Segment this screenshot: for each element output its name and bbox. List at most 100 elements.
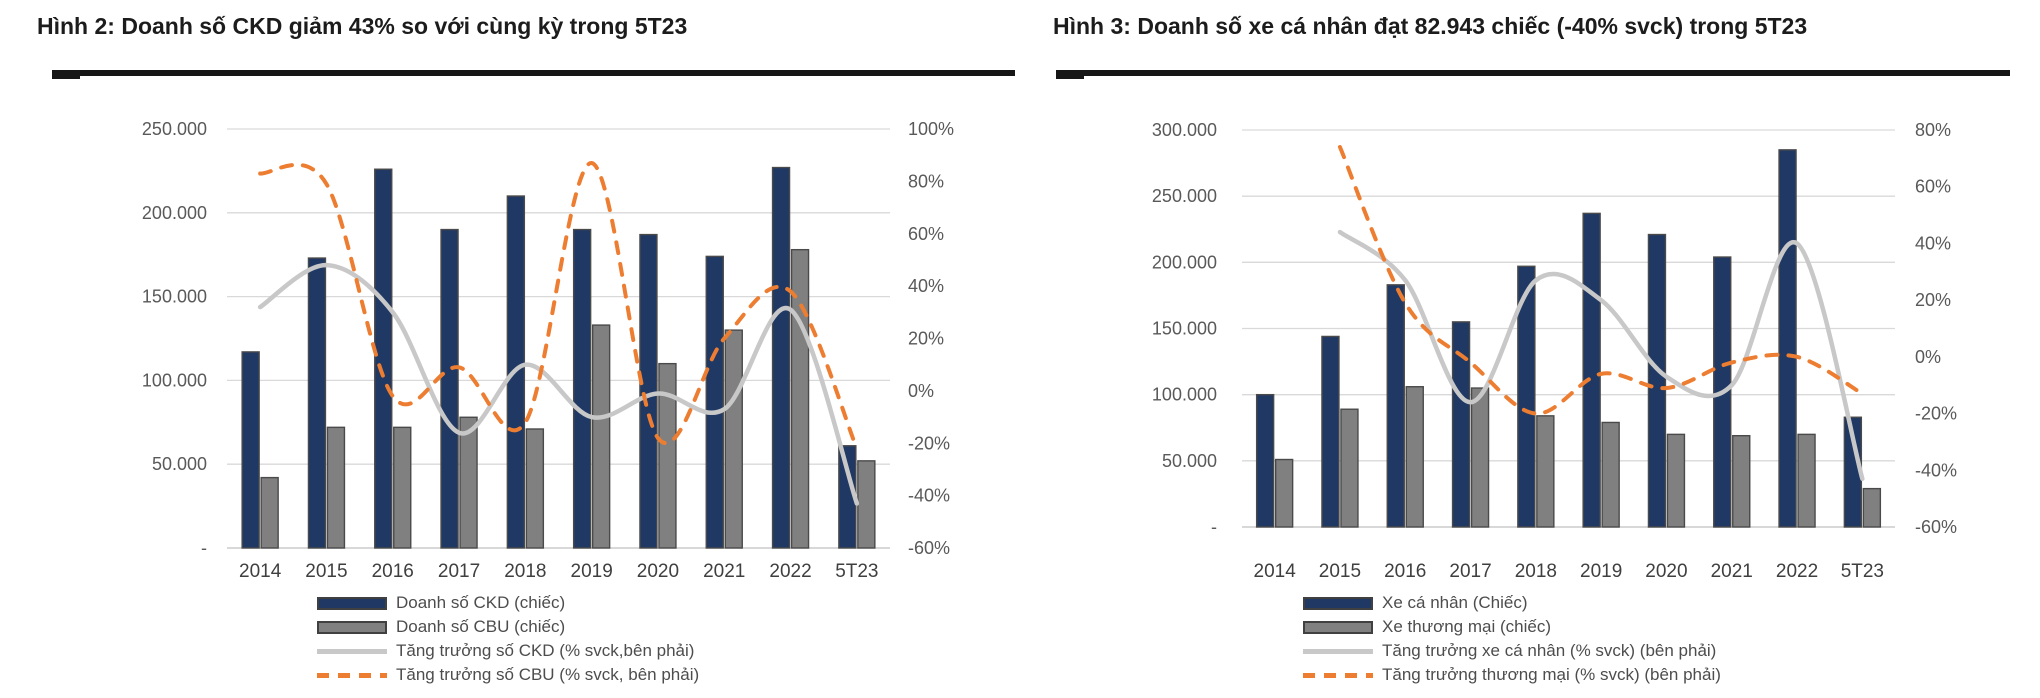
legend-item-cbu-growth: Tăng trưởng số CBU (% svck, bên phải)	[317, 663, 699, 687]
right-axis-tick: 0%	[908, 381, 934, 401]
gray-line-marker-icon	[1303, 648, 1373, 654]
x-axis-label: 5T23	[835, 561, 878, 582]
gray-bar-marker-icon	[317, 620, 387, 634]
solid-growth-line	[1337, 229, 1865, 482]
dashed-growth-line	[258, 161, 859, 451]
figure3-title: Hình 3: Doanh số xe cá nhân đạt 82.943 c…	[1053, 13, 1808, 39]
x-axis-label: 2021	[703, 561, 745, 582]
left-axis-tick: 50.000	[152, 454, 207, 474]
bar-primary	[1255, 393, 1275, 528]
bar-secondary	[1274, 458, 1294, 528]
bar-secondary	[1797, 433, 1816, 528]
bar-secondary	[591, 324, 611, 549]
left-axis-tick: 200.000	[1152, 252, 1217, 272]
left-axis-tick: 250.000	[142, 119, 207, 139]
x-axis-label: 2017	[1449, 561, 1491, 582]
navy-bar-marker-icon	[1303, 596, 1373, 610]
bar-secondary	[1601, 421, 1620, 528]
bar-primary	[241, 351, 260, 549]
bar-primary	[1647, 233, 1667, 528]
bar-primary	[1517, 265, 1536, 528]
x-axis-label: 2022	[1776, 561, 1818, 582]
legend-item-commercial-bar: Xe thương mại (chiếc)	[1303, 615, 1721, 639]
figure3-panel: Hình 3: Doanh số xe cá nhân đạt 82.943 c…	[1040, 0, 2040, 698]
figure3-legend: Xe cá nhân (Chiếc) Xe thương mại (chiếc)…	[1303, 591, 1721, 687]
legend-label: Tăng trưởng số CKD (% svck,bên phải)	[396, 641, 695, 660]
x-axis-label: 2022	[769, 561, 811, 582]
title-underline	[52, 70, 1015, 76]
right-axis-tick: 0%	[1915, 347, 1941, 367]
right-axis-tick: 20%	[908, 329, 944, 349]
right-axis-tick: 60%	[908, 224, 944, 244]
bar-primary	[1582, 212, 1601, 528]
left-axis-tick: 200.000	[142, 203, 207, 223]
bar-secondary	[1862, 487, 1882, 528]
x-axis-label: 2016	[1384, 561, 1426, 582]
bar-secondary	[326, 426, 346, 549]
bar-primary	[374, 168, 393, 549]
navy-bar-marker-icon	[317, 596, 387, 610]
left-axis-tick: -	[1211, 517, 1217, 537]
left-axis-tick: -	[201, 538, 207, 558]
title-underline-block	[52, 70, 80, 79]
right-axis-tick: -20%	[1915, 404, 1957, 424]
bar-secondary	[525, 428, 545, 549]
left-axis-tick: 150.000	[1152, 319, 1217, 339]
x-axis-label: 2018	[1515, 561, 1557, 582]
x-axis-label: 5T23	[1841, 561, 1884, 582]
x-axis-label: 2016	[372, 561, 414, 582]
right-axis-tick: -60%	[1915, 517, 1957, 537]
legend-label: Xe thương mại (chiếc)	[1382, 617, 1551, 636]
bar-primary	[307, 257, 327, 549]
x-axis-label: 2017	[438, 561, 480, 582]
x-axis-label: 2014	[1254, 561, 1297, 582]
bar-secondary	[459, 416, 478, 549]
left-axis-tick: 100.000	[1152, 385, 1217, 405]
x-axis-label: 2021	[1711, 561, 1753, 582]
right-axis-tick: -60%	[908, 538, 950, 558]
bar-secondary	[790, 248, 810, 549]
right-axis-tick: 80%	[1915, 120, 1951, 140]
x-axis-label: 2015	[1319, 561, 1361, 582]
x-axis-label: 2019	[1580, 561, 1622, 582]
bar-secondary	[1732, 434, 1751, 528]
x-axis-label: 2018	[504, 561, 546, 582]
bar-primary	[771, 166, 791, 549]
right-axis-tick: 100%	[908, 119, 954, 139]
bar-secondary	[1536, 415, 1555, 528]
orange-dashed-line-marker-icon	[1303, 672, 1373, 678]
legend-item-personal-bar: Xe cá nhân (Chiếc)	[1303, 591, 1721, 615]
x-axis-label: 2020	[637, 561, 679, 582]
title-underline	[1056, 70, 2010, 76]
right-axis-tick: 40%	[908, 276, 944, 296]
right-axis-tick: -20%	[908, 433, 950, 453]
legend-label: Doanh số CKD (chiếc)	[396, 593, 566, 612]
bar-secondary	[393, 426, 412, 549]
figure2-panel: Hình 2: Doanh số CKD giảm 43% so với cùn…	[0, 0, 1016, 698]
legend-item-personal-growth: Tăng trưởng xe cá nhân (% svck) (bên phả…	[1303, 639, 1721, 663]
solid-growth-line	[257, 262, 860, 506]
bar-primary	[572, 228, 592, 549]
x-axis-label: 2020	[1645, 561, 1687, 582]
legend-item-ckd-bar: Doanh số CKD (chiếc)	[317, 591, 699, 615]
bar-secondary	[857, 460, 876, 549]
right-axis-tick: -40%	[908, 486, 950, 506]
bar-secondary	[260, 476, 279, 549]
right-axis-tick: 60%	[1915, 177, 1951, 197]
gray-bar-marker-icon	[1303, 620, 1373, 634]
orange-dashed-line-marker-icon	[317, 672, 387, 678]
bar-secondary	[658, 362, 677, 549]
figure2-legend: Doanh số CKD (chiếc) Doanh số CBU (chiếc…	[317, 591, 699, 687]
gray-line-marker-icon	[317, 648, 387, 654]
bar-secondary	[724, 329, 743, 549]
left-axis-tick: 50.000	[1162, 451, 1217, 471]
bar-primary	[1778, 149, 1797, 528]
bar-primary	[1321, 335, 1340, 528]
legend-label: Tăng trưởng thương mại (% svck) (bên phả…	[1382, 665, 1721, 684]
vehicle-sales-chart: 300.000 250.000 200.000 150.000 100.000 50.00…	[1152, 120, 1957, 582]
right-axis-tick: 80%	[908, 171, 944, 191]
title-underline-block	[1056, 70, 1084, 79]
x-axis-label: 2019	[571, 561, 613, 582]
bar-secondary	[1470, 387, 1490, 528]
